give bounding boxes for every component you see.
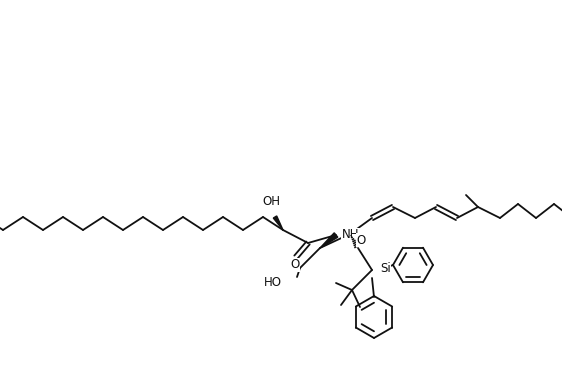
Polygon shape: [320, 233, 338, 248]
Text: NH: NH: [342, 228, 360, 242]
Text: O: O: [291, 258, 300, 272]
Polygon shape: [273, 216, 283, 230]
Text: HO: HO: [264, 276, 282, 290]
Text: O: O: [356, 234, 366, 246]
Text: OH: OH: [262, 195, 280, 208]
Text: Si: Si: [380, 262, 391, 276]
